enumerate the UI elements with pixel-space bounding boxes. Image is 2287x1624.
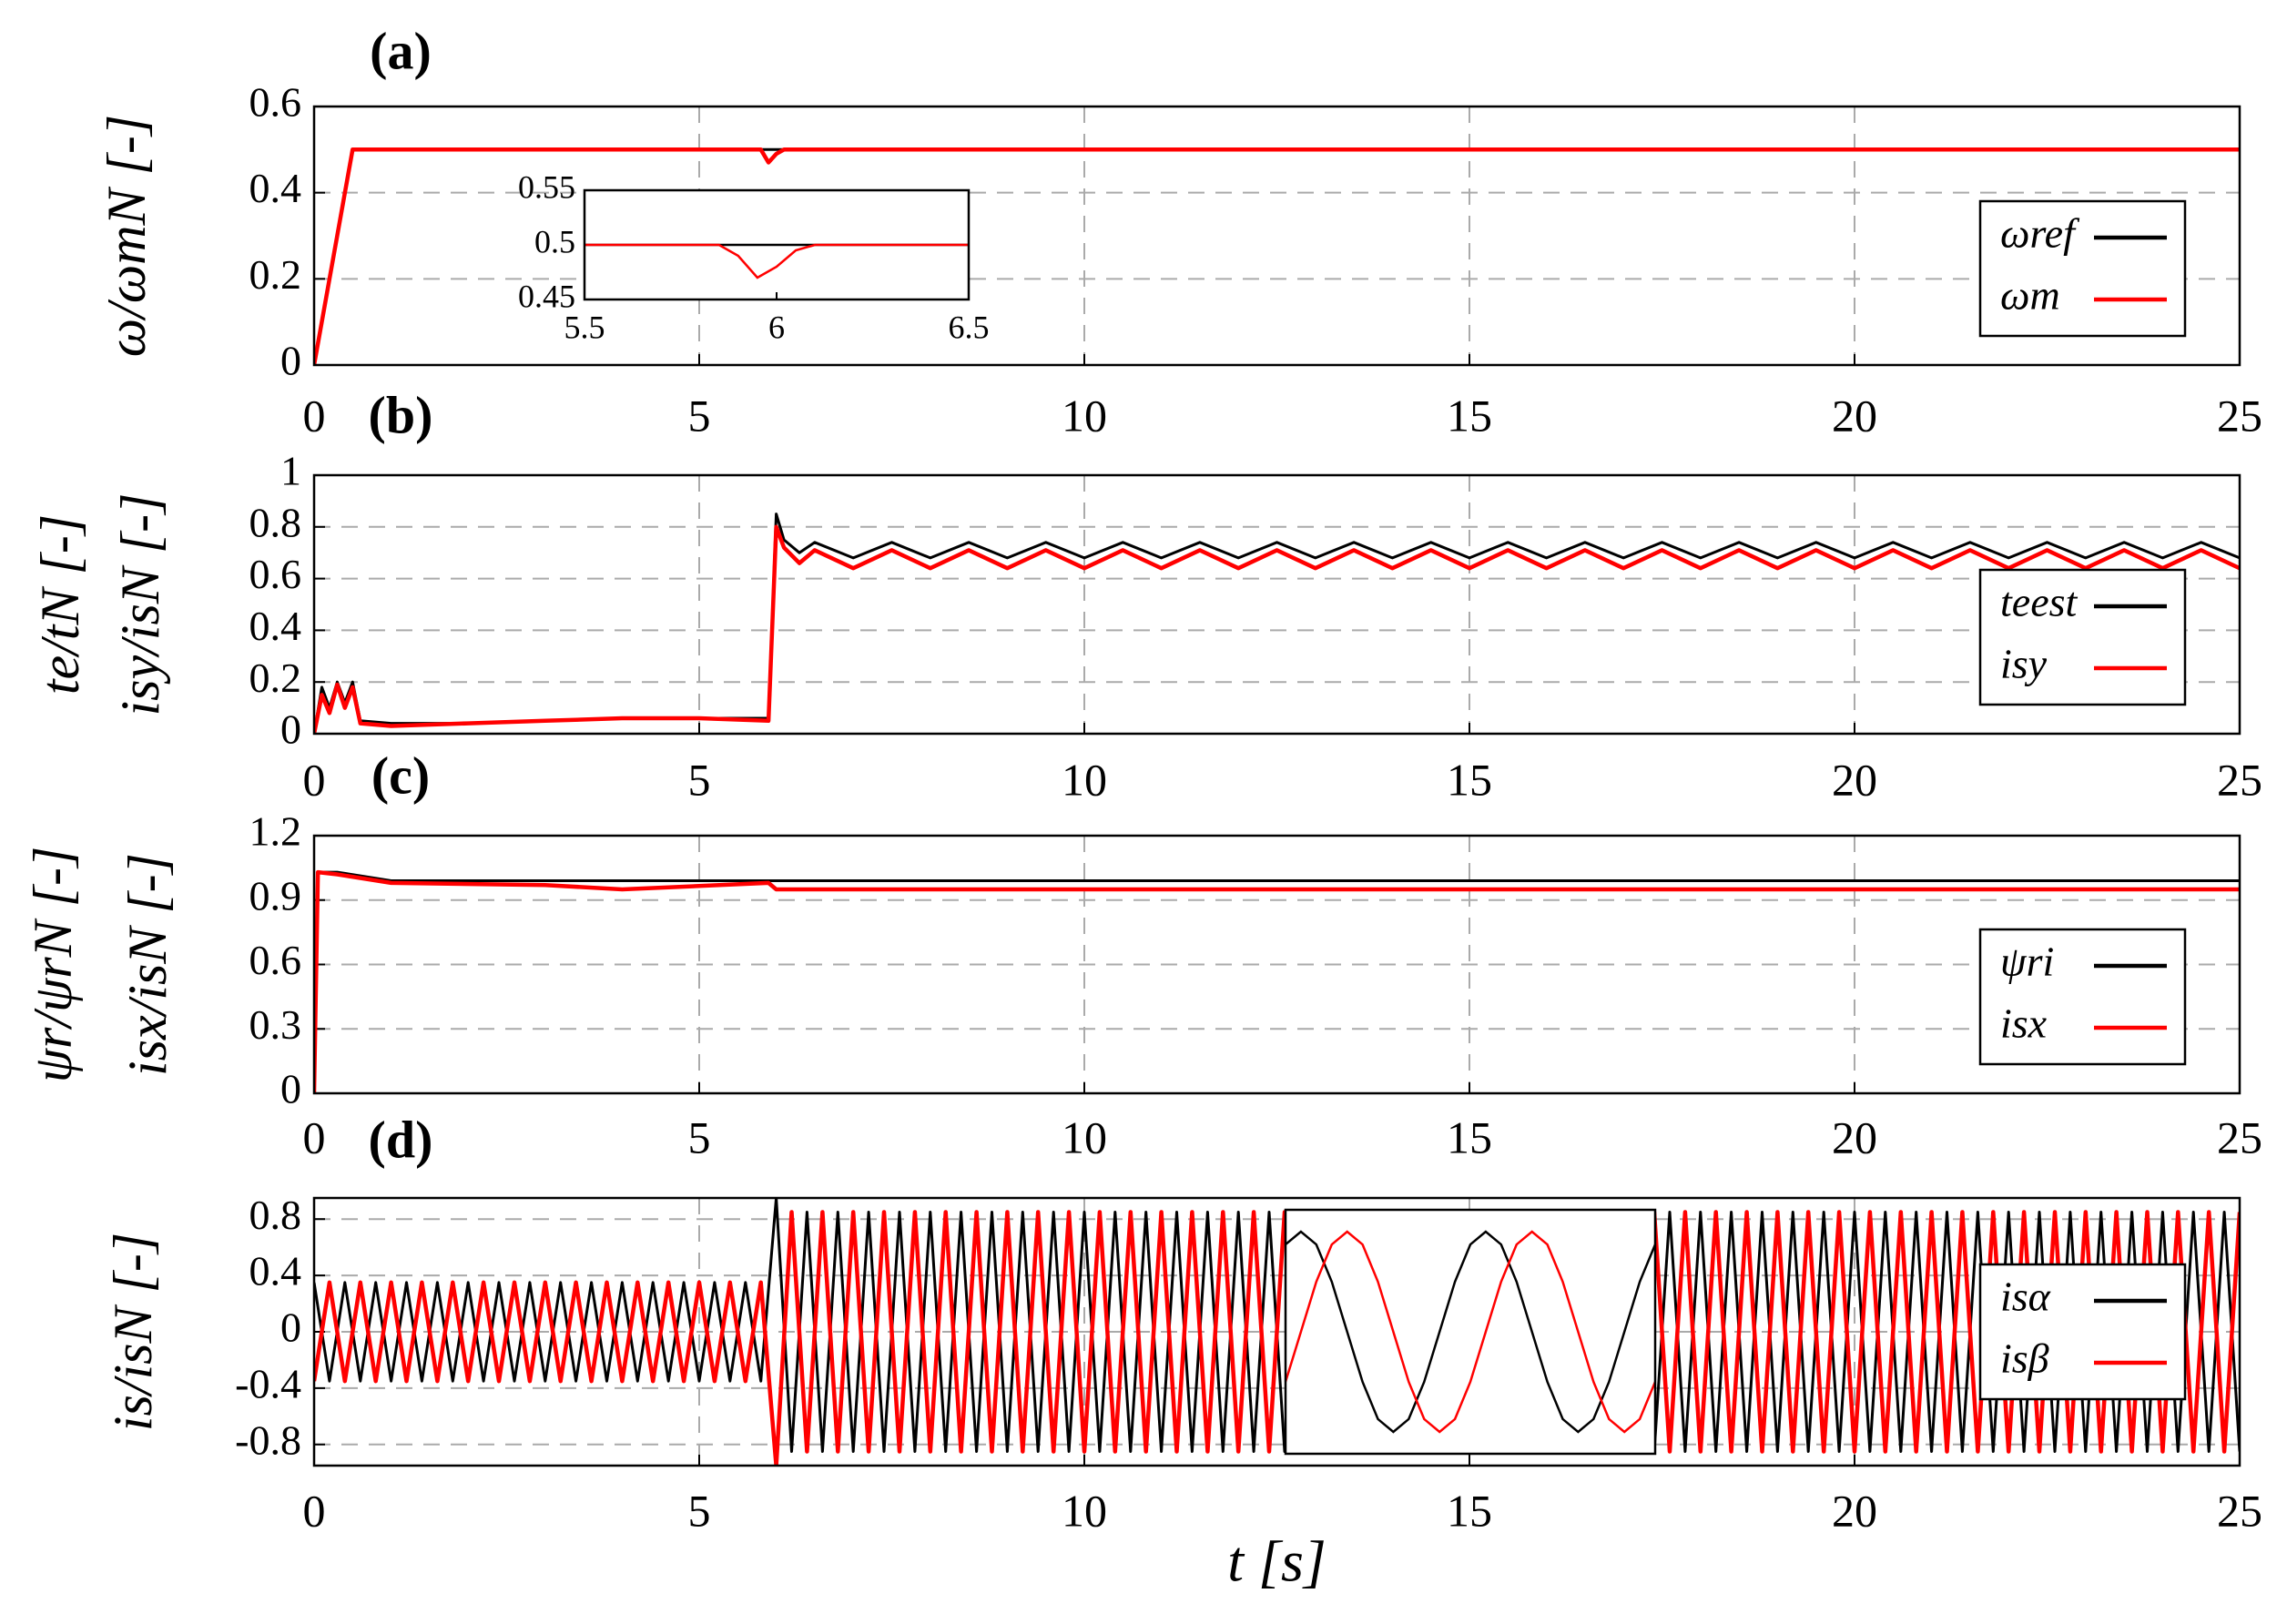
x-tick-label: 10: [1062, 1485, 1107, 1536]
plot-area: [314, 869, 2240, 1093]
y-axis-label: te/tN [-]: [30, 514, 90, 695]
x-tick-label: 15: [1447, 1485, 1492, 1536]
legend-box: [1978, 568, 2187, 706]
y-tick-label: 0.8: [249, 499, 302, 545]
y-axis-label: isy/isN [-]: [110, 492, 170, 716]
y-tick-label: 0.6: [249, 79, 302, 126]
y-tick-label: 0.6: [249, 551, 302, 597]
legend-label: isx: [2000, 1000, 2048, 1047]
plot-frame: [312, 1196, 2241, 1467]
inset-x-tick-label: 6: [768, 309, 785, 345]
inset-x-tick-label: 6.5: [949, 309, 990, 345]
y-tick-label: 0.4: [249, 165, 302, 211]
y-tick-label: 0: [280, 1304, 301, 1351]
plot-area: [314, 147, 2240, 365]
plot-frame: [312, 473, 2241, 736]
legend-label: ωm: [2000, 272, 2060, 319]
x-tick-label: 20: [1832, 390, 1877, 441]
legend-label: isy: [2000, 641, 2048, 687]
y-axis-label: ω/ωmN [-]: [97, 115, 157, 357]
x-tick-label: 20: [1832, 754, 1877, 805]
x-tick-label: 0: [303, 754, 326, 805]
y-tick-label: 0.9: [249, 872, 302, 919]
x-tick-label: 0: [303, 390, 326, 441]
inset-line: [1284, 1230, 1657, 1434]
x-tick-label: 25: [2217, 1111, 2262, 1162]
series-line: [314, 870, 2240, 1093]
y-tick-label: 0.2: [249, 251, 302, 298]
x-tick-label: 25: [2217, 754, 2262, 805]
inset-y-tick-label: 0.55: [518, 168, 575, 205]
x-axis-label: t [s]: [1227, 1529, 1326, 1594]
plot-frame: [312, 105, 2241, 367]
x-tick-label: 15: [1447, 754, 1492, 805]
x-tick-label: 5: [688, 390, 711, 441]
x-tick-label: 15: [1447, 1111, 1492, 1162]
panel-label: (a): [370, 21, 432, 80]
panel-label: (d): [369, 1110, 433, 1169]
y-axis-label: ψr/ψrN [-]: [23, 847, 83, 1083]
series-line: [314, 524, 2240, 734]
series-line: [314, 147, 2240, 365]
y-tick-label: 0: [280, 706, 301, 753]
x-tick-label: 25: [2217, 1485, 2262, 1536]
plot-frame: [312, 834, 2241, 1095]
panel-label: (b): [369, 385, 433, 444]
y-tick-label: -0.4: [235, 1360, 301, 1406]
legend-label: isβ: [2000, 1335, 2049, 1382]
y-tick-label: 0.6: [249, 937, 302, 983]
inset-line: [584, 243, 969, 279]
plot-area: [314, 1198, 2240, 1466]
y-tick-label: 0.8: [249, 1192, 302, 1238]
inset-y-tick-label: 0.5: [534, 223, 575, 259]
x-tick-label: 5: [688, 1111, 711, 1162]
legend-box: [1978, 199, 2187, 338]
y-tick-label: 0.3: [249, 1001, 302, 1048]
x-tick-label: 10: [1062, 754, 1107, 805]
y-tick-label: 1.2: [249, 808, 302, 855]
y-tick-label: 0: [280, 338, 301, 384]
legend-label: ωref: [2000, 210, 2080, 257]
inset-x-tick-label: 5.5: [564, 309, 605, 345]
legend-box: [1978, 1263, 2187, 1401]
legend-label: ψri: [2000, 939, 2054, 985]
y-tick-label: 0.2: [249, 655, 302, 701]
x-tick-label: 10: [1062, 1111, 1107, 1162]
inset-y-tick-label: 0.45: [518, 278, 575, 314]
y-tick-label: 0: [280, 1066, 301, 1112]
plot-area: [314, 513, 2240, 734]
x-tick-label: 0: [303, 1111, 326, 1162]
inset-frame: [1284, 1208, 1657, 1456]
inset-frame: [583, 188, 971, 301]
x-tick-label: 25: [2217, 390, 2262, 441]
y-tick-label: 0.4: [249, 603, 302, 649]
x-tick-label: 10: [1062, 390, 1107, 441]
series-line: [314, 1210, 2240, 1466]
x-tick-label: 20: [1832, 1111, 1877, 1162]
x-tick-label: 5: [688, 754, 711, 805]
x-tick-label: 20: [1832, 1485, 1877, 1536]
panel-label: (c): [371, 746, 430, 805]
x-tick-label: 0: [303, 1485, 326, 1536]
legend-label: teest: [2000, 579, 2079, 625]
y-tick-label: 0.4: [249, 1248, 302, 1294]
x-tick-label: 15: [1447, 390, 1492, 441]
y-axis-label: isx/isN [-]: [117, 853, 178, 1076]
x-tick-label: 5: [688, 1485, 711, 1536]
inset-line: [1285, 1230, 1657, 1434]
legend-box: [1978, 928, 2187, 1066]
y-tick-label: 1: [280, 448, 301, 494]
series-line: [314, 513, 2240, 734]
y-axis-label: is/isN [-]: [103, 1233, 163, 1431]
series-line: [314, 869, 2240, 1093]
legend-label: isα: [2000, 1274, 2051, 1320]
y-tick-label: -0.8: [235, 1416, 301, 1463]
